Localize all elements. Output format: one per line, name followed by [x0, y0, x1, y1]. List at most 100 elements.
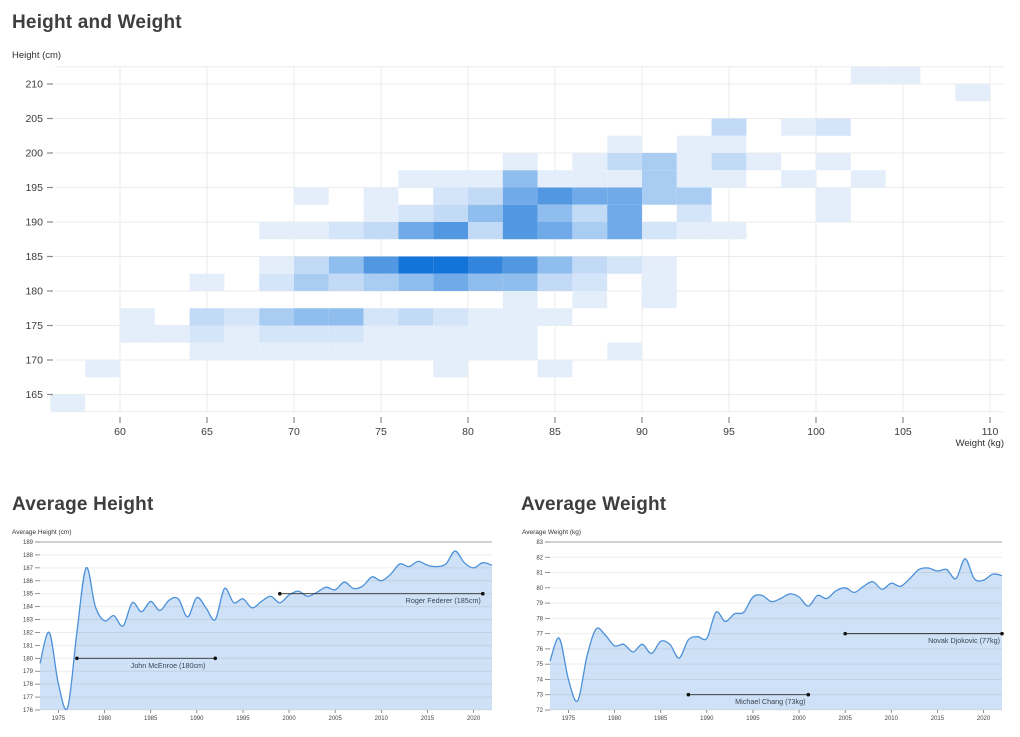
heatmap-cell — [850, 66, 886, 84]
heatmap-cell — [468, 256, 503, 274]
annotation-start-dot — [278, 591, 282, 596]
y-tick-label: 75 — [536, 662, 543, 668]
heatmap-cell — [433, 256, 468, 274]
heatmap-cell — [468, 204, 503, 222]
heatmap-cell — [537, 256, 573, 274]
x-tick-label: 2015 — [421, 716, 435, 722]
annotation-start-dot — [686, 692, 691, 697]
heatmap-cell — [85, 360, 120, 378]
y-tick-label: 78 — [536, 616, 543, 622]
heatmap-cell — [537, 170, 573, 188]
heatmap-cell — [363, 342, 399, 360]
heatmap-cell — [294, 273, 329, 291]
annotation-label: Novak Djokovic (77kg) — [928, 636, 1000, 645]
heatmap-cell — [468, 342, 503, 360]
heatmap-cell — [259, 308, 294, 326]
heatmap-cell — [711, 170, 747, 188]
avg-weight-canvas: 83 82 81 80 79 78 77 76 75 74 73 72 1975 1980 1985 1990… — [522, 529, 1004, 722]
heatmap-cell — [711, 118, 747, 136]
heatmap-cell — [398, 170, 434, 188]
x-tick-label: 1985 — [654, 716, 668, 722]
heatmap-cell — [502, 308, 538, 326]
y-tick-label: 200 — [25, 148, 43, 160]
heatmap-cell — [502, 342, 538, 360]
avg-height-canvas: 189 188 187 186 185 184 183 182 181 180 179 178 177 1… — [12, 529, 493, 722]
heatmap-cell — [189, 342, 225, 360]
avg-weight-title: Average Weight — [521, 494, 667, 515]
heatmap-cell — [433, 273, 468, 291]
axis-corner-label: Average Weight (kg) — [522, 529, 581, 536]
heatmap-cell — [259, 342, 294, 360]
heatmap-cell — [468, 273, 503, 291]
heatmap-cell — [189, 273, 225, 291]
x-tick-label: 2010 — [375, 716, 389, 722]
heatmap-cell — [502, 187, 538, 205]
x-tick-label: 2000 — [792, 716, 806, 722]
heatmap-cell — [537, 187, 573, 205]
x-tick-label: 90 — [636, 426, 648, 438]
heatmap-cell — [816, 153, 851, 171]
heatmap-cell — [224, 342, 260, 360]
heatmap-cell — [468, 170, 503, 188]
heatmap-cell — [537, 360, 573, 378]
heatmap-cell — [711, 135, 747, 153]
x-tick-label: 1975 — [52, 716, 66, 722]
heatmap-cell — [537, 222, 573, 240]
heatmap-cell — [433, 222, 468, 240]
x-axis-label: Weight (kg) — [956, 438, 1004, 449]
x-tick-label: 2010 — [885, 716, 899, 722]
y-tick-label: 183 — [23, 618, 34, 624]
x-tick-label: 65 — [201, 426, 213, 438]
heatmap-canvas: 165 170 175 180 185 190 195 200 205 210 60 65 70 75 80… — [12, 50, 1005, 449]
heatmap-cell — [607, 342, 642, 360]
heatmap-cell — [433, 360, 468, 378]
x-tick-label: 100 — [807, 426, 825, 438]
heatmap-cell — [433, 342, 468, 360]
heatmap-cell — [328, 222, 364, 240]
y-axis-label: Height (cm) — [12, 50, 61, 61]
heatmap-cell — [328, 273, 364, 291]
y-tick-label: 82 — [536, 555, 543, 561]
heatmap-cell — [502, 222, 538, 240]
heatmap-cell — [502, 291, 538, 309]
heatmap-cell — [537, 204, 573, 222]
x-tick-label: 95 — [723, 426, 735, 438]
x-tick-label: 2020 — [977, 716, 991, 722]
x-tick-label: 80 — [462, 426, 474, 438]
heatmap-cell — [224, 308, 260, 326]
heatmap-cell — [433, 170, 468, 188]
y-tick-label: 180 — [23, 656, 34, 662]
y-tick-label: 80 — [536, 586, 543, 592]
annotation-label: John McEnroe (180cm) — [131, 661, 206, 670]
heatmap-cell — [154, 325, 190, 343]
heatmap-cell — [468, 325, 503, 343]
heatmap-cell — [433, 325, 468, 343]
x-tick-label: 2015 — [931, 716, 945, 722]
annotation-start-dot — [843, 631, 847, 636]
heatmap-cell — [642, 256, 677, 274]
heatmap-cell — [642, 291, 677, 309]
heatmap-cell — [816, 118, 851, 136]
x-tick-label: 1985 — [144, 716, 158, 722]
annotation-end-dot — [480, 591, 485, 596]
annotation-start-dot — [75, 656, 79, 661]
x-tick-label: 70 — [288, 426, 300, 438]
heatmap-cell — [259, 222, 294, 240]
y-tick-label: 178 — [23, 682, 34, 688]
heatmap-cell — [502, 153, 538, 171]
heatmap-cell — [502, 256, 538, 274]
heatmap-cell — [398, 273, 434, 291]
x-tick-label: 85 — [549, 426, 561, 438]
y-tick-label: 186 — [23, 579, 34, 585]
heatmap-cell — [607, 153, 642, 171]
heatmap-cell — [363, 222, 399, 240]
heatmap-cell — [328, 342, 364, 360]
y-tick-label: 165 — [25, 389, 43, 401]
y-tick-label: 74 — [536, 677, 543, 683]
x-tick-label: 1990 — [190, 716, 204, 722]
heatmap-title: Height and Weight — [12, 12, 182, 33]
heatmap-cell — [572, 204, 608, 222]
heatmap-cell — [189, 325, 225, 343]
avg-height-title: Average Height — [12, 494, 154, 515]
heatmap-cell — [120, 308, 155, 326]
